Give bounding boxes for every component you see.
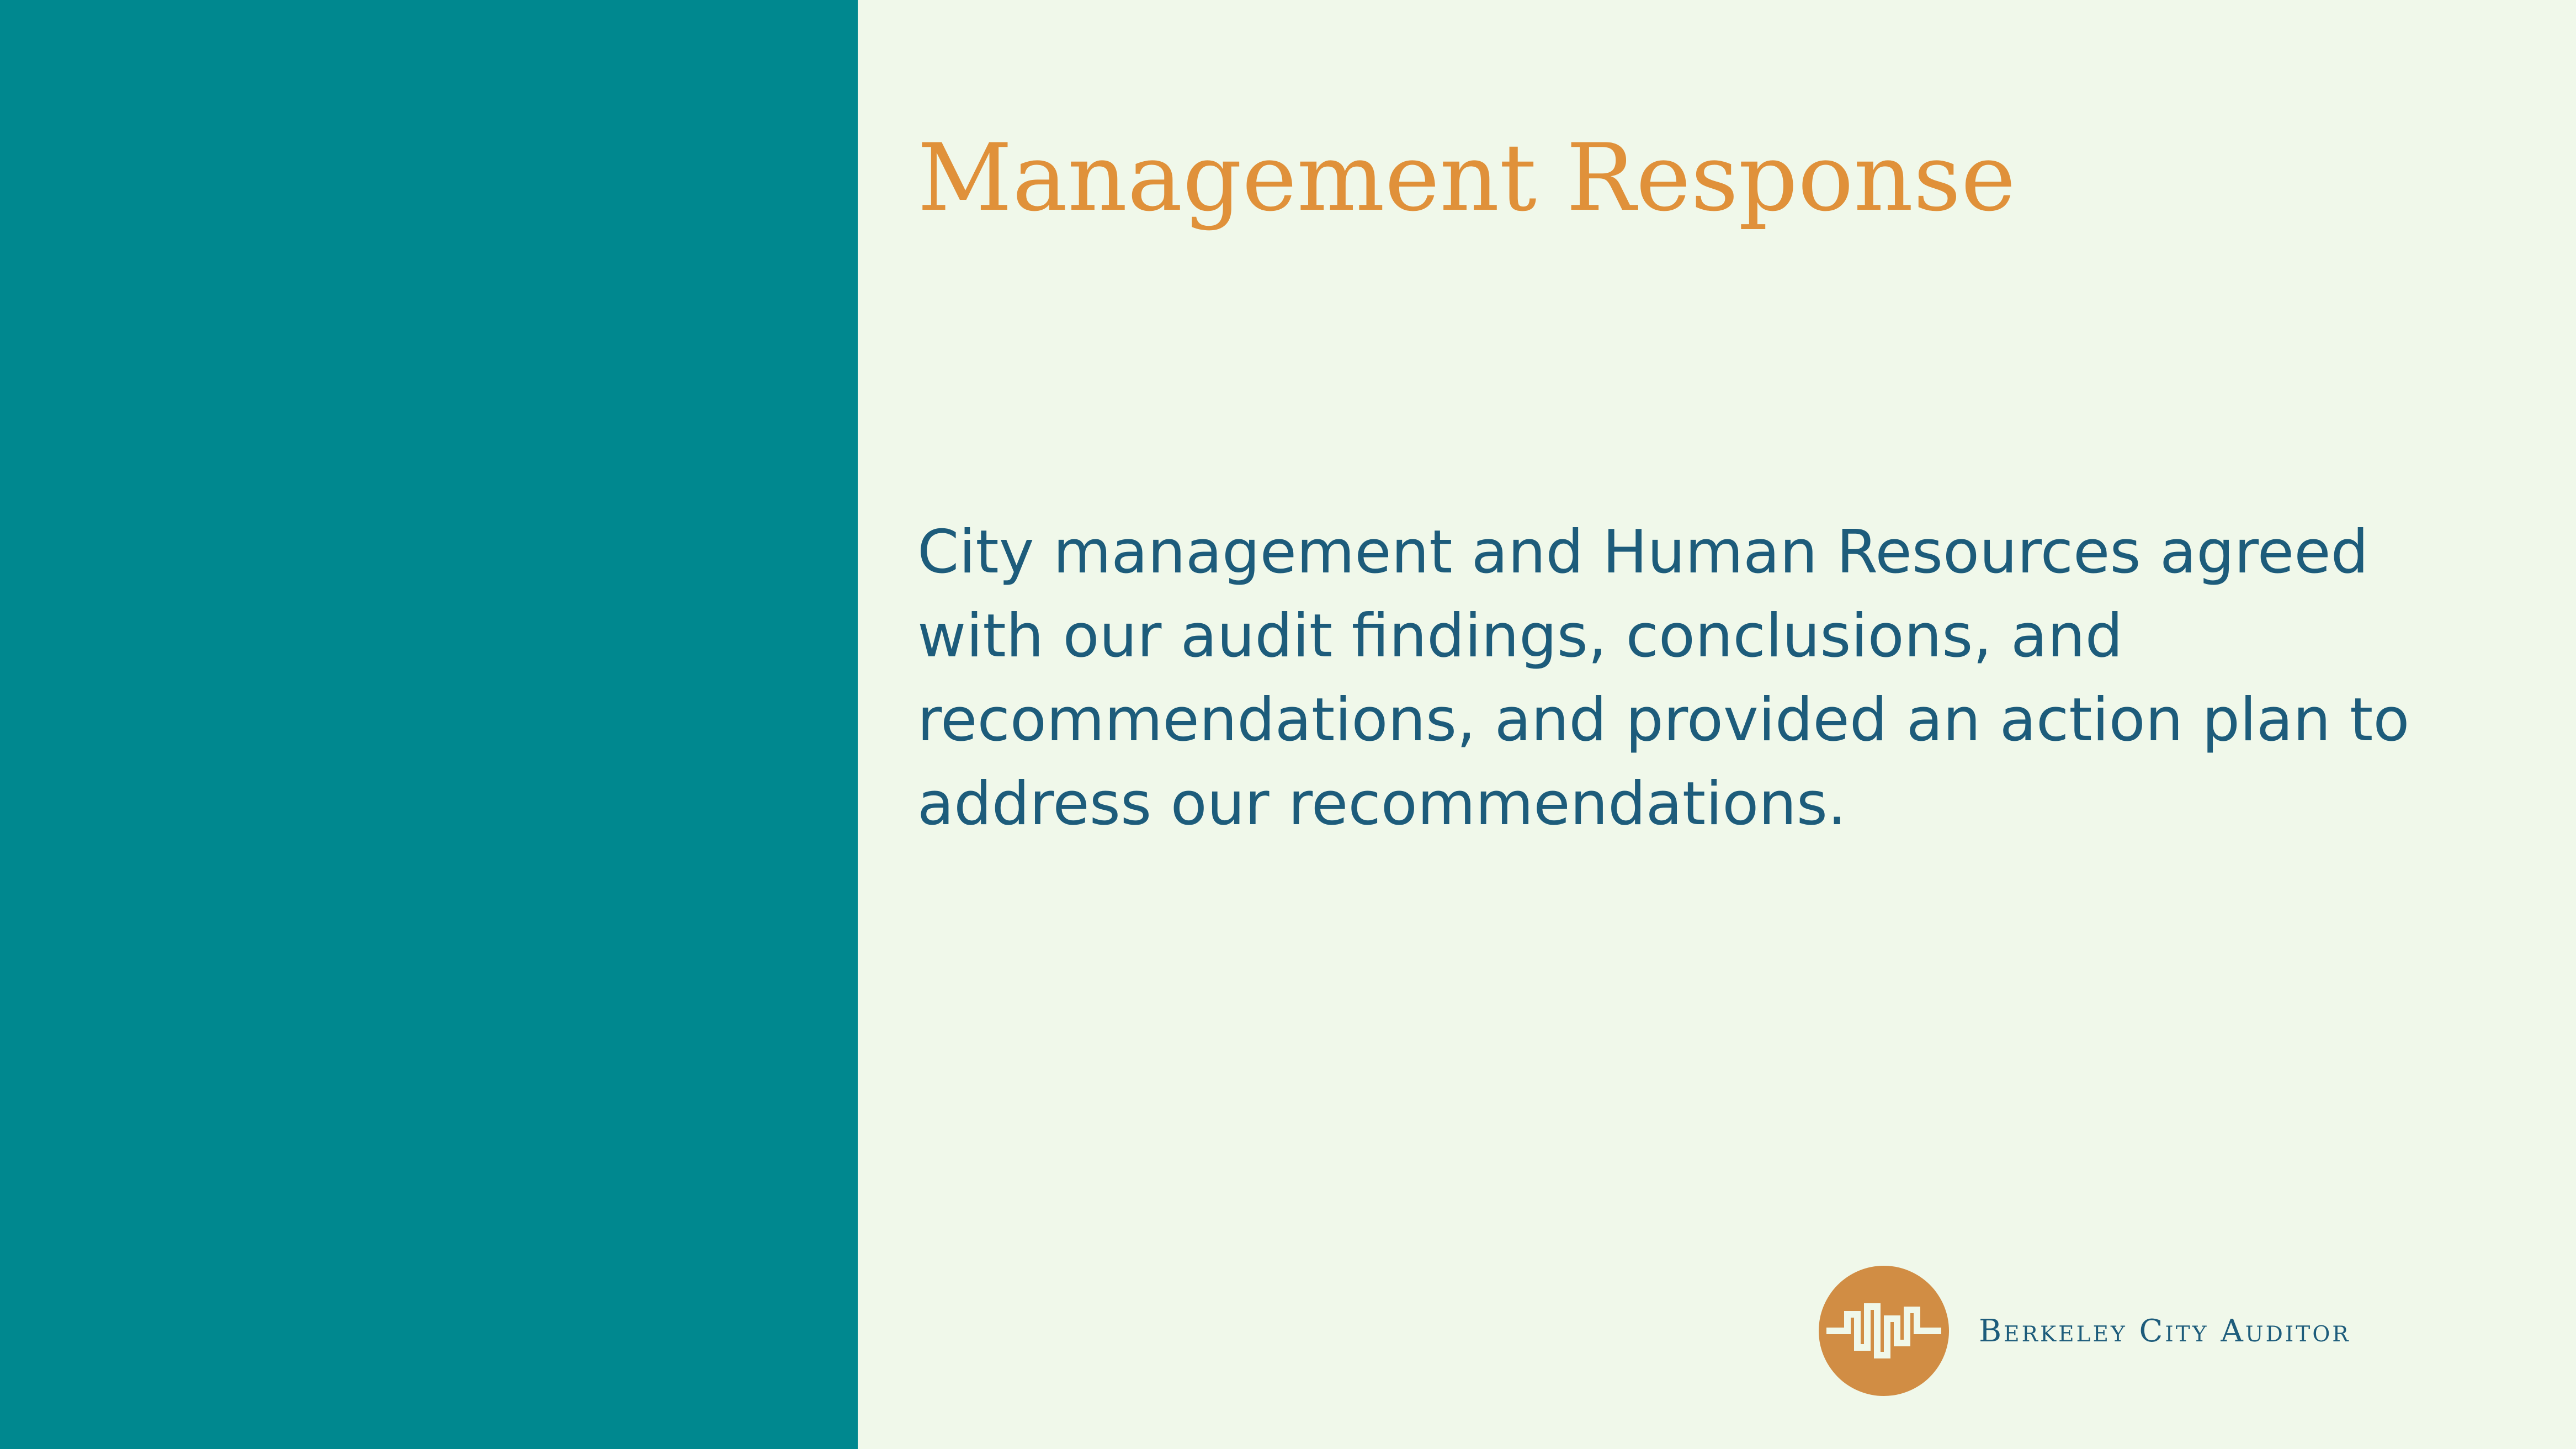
berkeley-city-auditor-logo: Berkeley City Auditor xyxy=(1819,1266,2470,1396)
slide-title: Management Response xyxy=(917,124,2016,232)
left-color-panel xyxy=(0,0,858,1449)
berkeley-city-auditor-logo-icon xyxy=(1819,1266,1949,1396)
slide-body-text: City management and Human Resources agre… xyxy=(917,518,2410,838)
logo-text: Berkeley City Auditor xyxy=(1979,1313,2351,1349)
